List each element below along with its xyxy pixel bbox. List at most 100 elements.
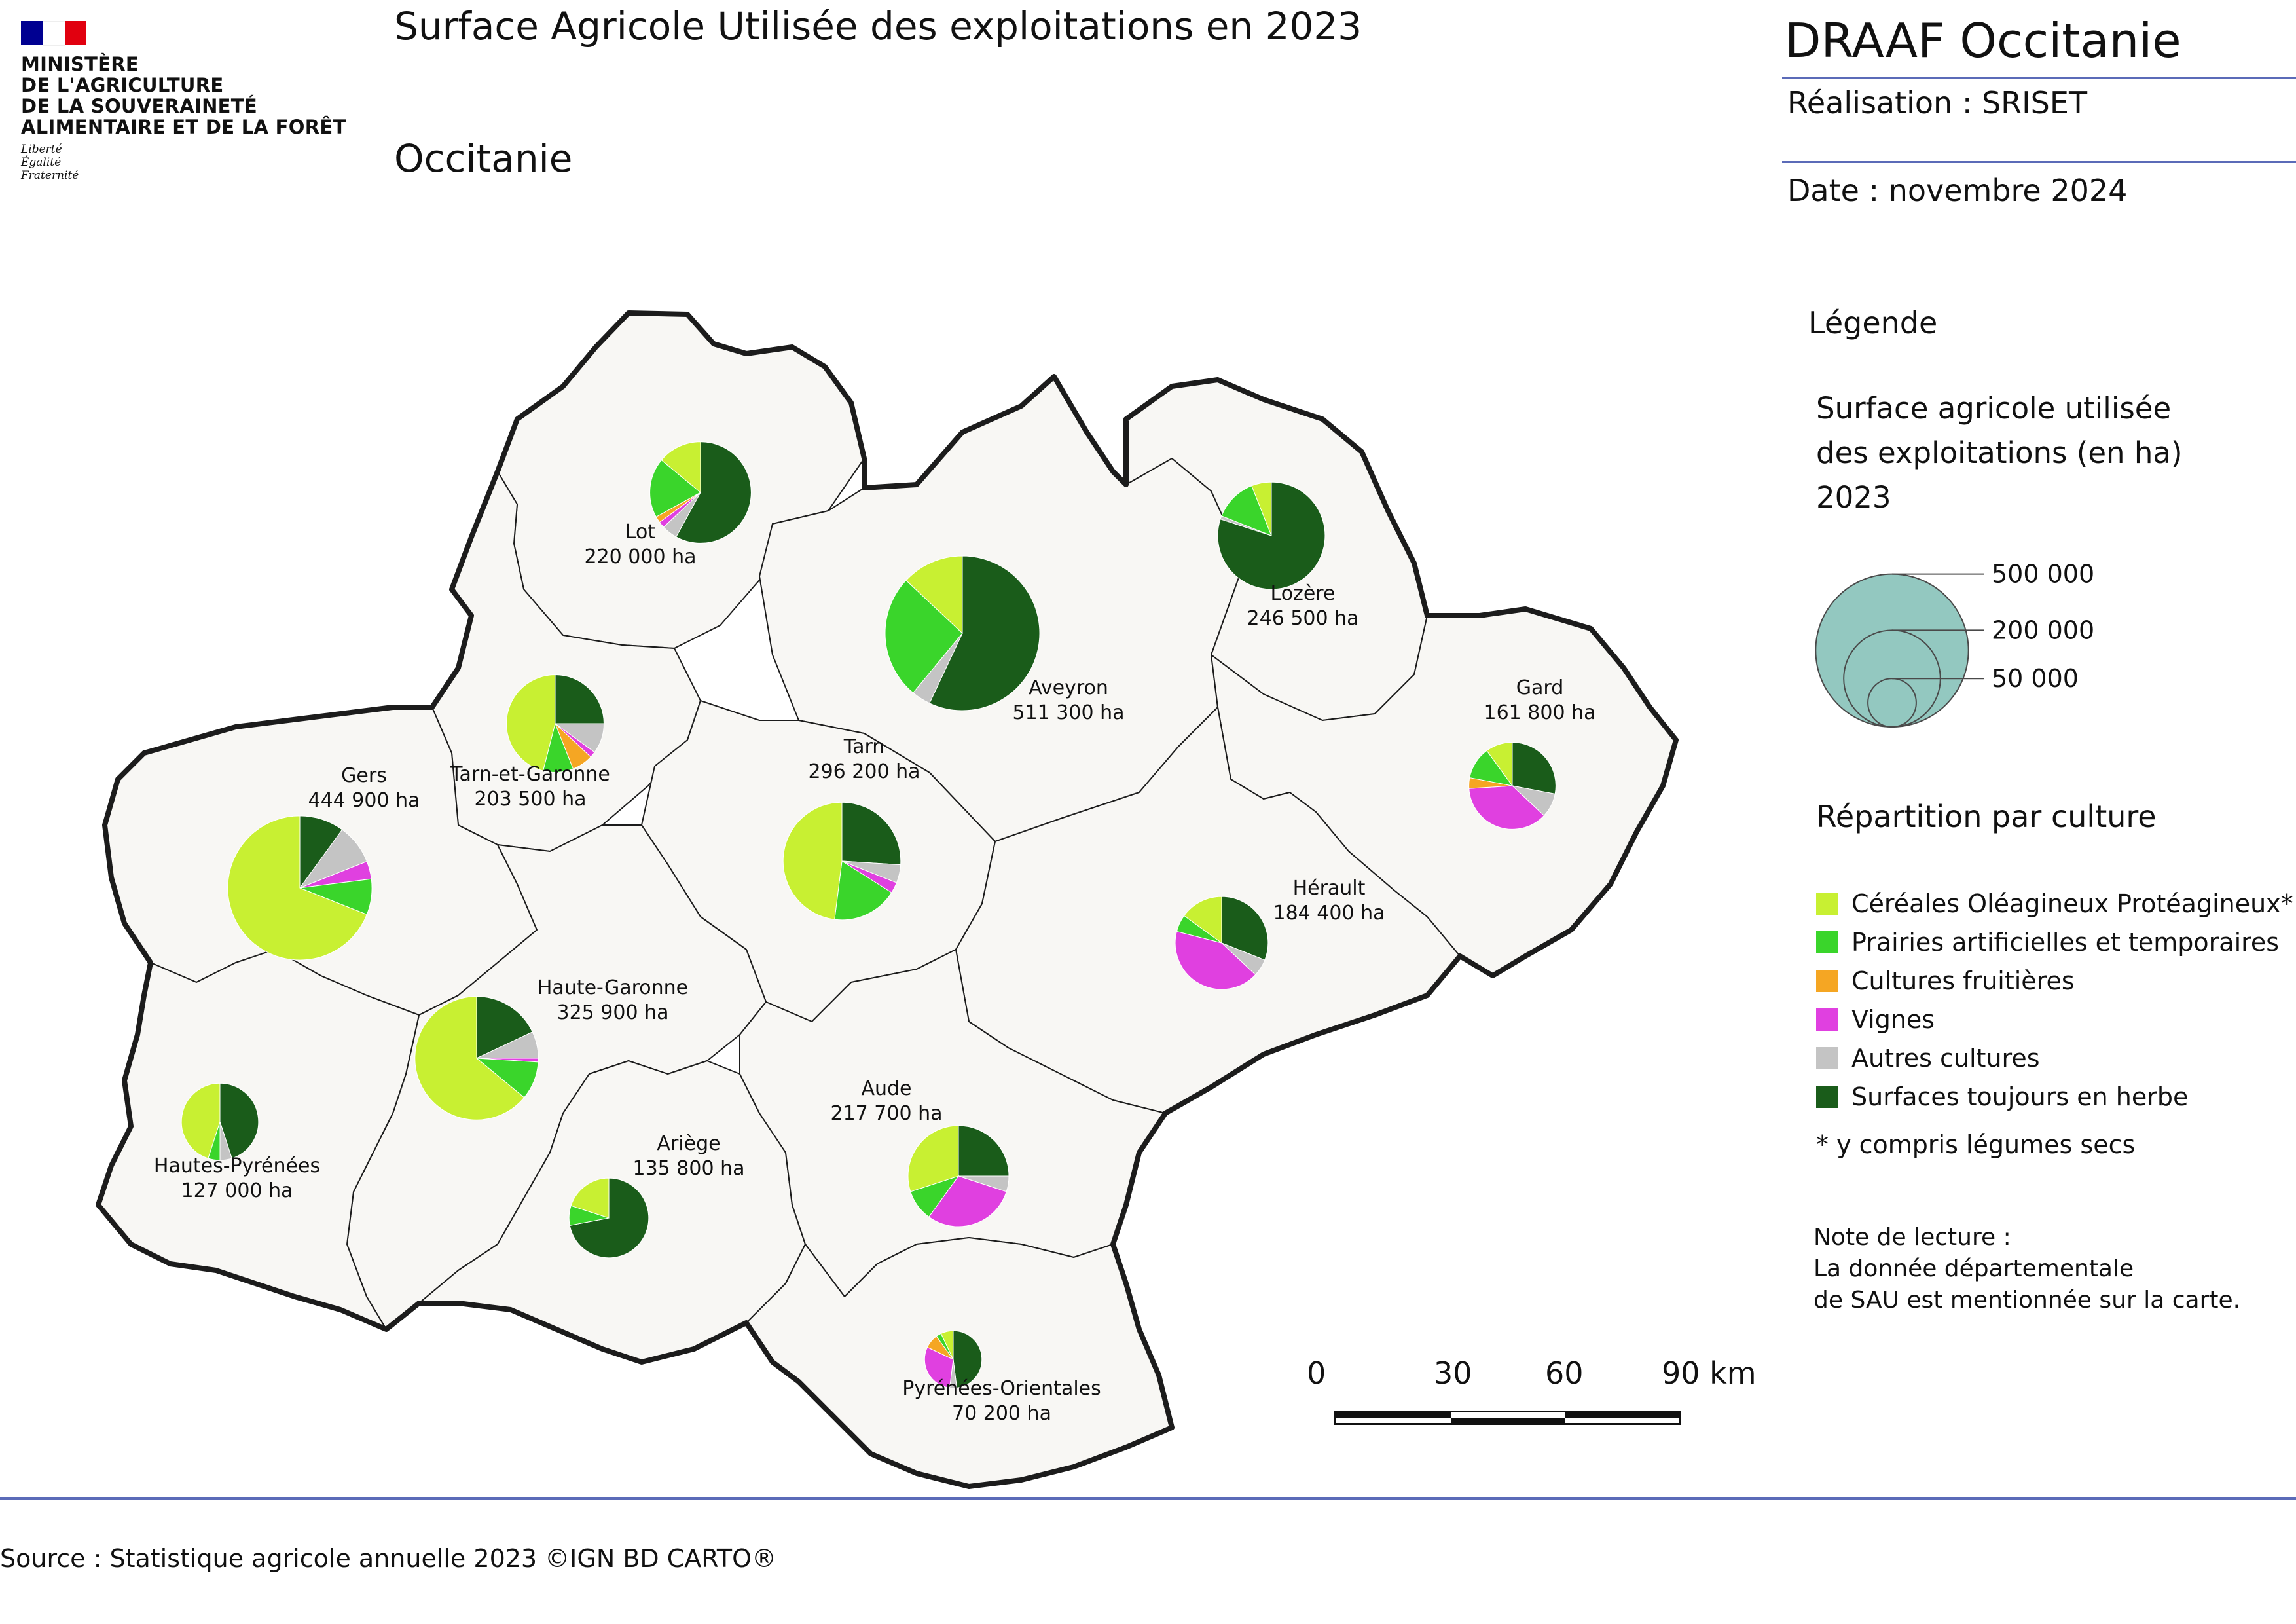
pie-slice-herbe (476, 996, 533, 1059)
legend-item-fruits: Cultures fruitières (1816, 961, 2293, 1000)
pie-lozère (1217, 481, 1326, 590)
legend-item-vignes: Vignes (1816, 1000, 2293, 1039)
size-legend-label: 200 000 (1992, 616, 2094, 644)
legend-title: Légende (1808, 305, 1938, 341)
dept-sau-label: 444 900 ha (308, 789, 420, 812)
dept-name-label: Haute-Garonne (538, 976, 688, 999)
scale-tick-label: 30 (1434, 1356, 1472, 1391)
legend-label: Surfaces toujours en herbe (1851, 1082, 2189, 1111)
reading-note: Note de lecture : La donnée départementa… (1813, 1224, 2241, 1314)
culture-legend-title: Répartition par culture (1816, 799, 2157, 834)
pie-aude (907, 1125, 1010, 1227)
legend-item-autres: Autres cultures (1816, 1039, 2293, 1077)
pie-aveyron (884, 555, 1040, 711)
dept-name-label: Gers (341, 764, 387, 787)
pie-charts (181, 441, 1556, 1389)
pie-slice-cop (181, 1082, 221, 1159)
pie-gers (227, 815, 373, 961)
author-credit: Réalisation : SRISET (1787, 85, 2088, 120)
dept-sau-label: 220 000 ha (585, 545, 697, 568)
pie-slice-herbe (929, 555, 1040, 711)
pie-haute-garonne (414, 996, 539, 1120)
pie-tarn-et-garonne (506, 674, 604, 773)
scale-tick-label: 0 (1307, 1356, 1326, 1391)
pie-slice-prairies (649, 459, 701, 517)
dept-sau-label: 203 500 ha (475, 788, 587, 811)
swatch-autres (1816, 1046, 1838, 1069)
pie-slice-cop (570, 1177, 610, 1219)
pie-slice-cop (782, 802, 843, 920)
pie-slice-herbe (569, 1177, 649, 1259)
republic-motto: Liberté Égalité Fraternité (21, 143, 79, 182)
pie-slice-cop (414, 996, 525, 1120)
dept-sau-label: 246 500 ha (1247, 607, 1359, 630)
dept-sau-label: 135 800 ha (633, 1157, 745, 1180)
region-outline (96, 310, 1679, 1489)
pie-slice-herbe (676, 441, 752, 544)
footer-divider (0, 1497, 2296, 1500)
pie-slice-herbe (958, 1125, 1010, 1177)
header-divider (1782, 161, 2296, 163)
legend-label: Vignes (1851, 1005, 1935, 1034)
legend-label: Autres cultures (1851, 1043, 2040, 1073)
dept-sau-label: 325 900 ha (557, 1001, 669, 1024)
dept-sau-label: 217 700 ha (831, 1102, 943, 1125)
pie-slice-prairies (1221, 485, 1272, 536)
pie-slice-cop (661, 441, 701, 494)
size-legend-label: 50 000 (1992, 664, 2079, 693)
size-legend-circle (1867, 678, 1917, 728)
pie-slice-herbe (1512, 742, 1556, 795)
size-legend: 500 000 200 000 50 000 (1815, 560, 2094, 728)
pie-slice-vignes (928, 1175, 1007, 1227)
pie-slice-cop (1183, 896, 1222, 944)
ministry-name: MINISTÈRE DE L'AGRICULTURE DE LA SOUVERA… (21, 53, 346, 138)
scale-bar: 0 30 60 90 km (1303, 1356, 1757, 1428)
pie-slice-cop (227, 815, 367, 961)
pie-slice-herbe (555, 674, 604, 724)
dept-name-label: Pyrénées-Orientales (902, 1377, 1101, 1400)
dept-sau-label: 70 200 ha (952, 1402, 1051, 1425)
pie-slice-vignes (924, 1346, 954, 1388)
dept-name-label: Tarn (843, 735, 885, 758)
header-divider (1782, 77, 2296, 79)
legend-label: Céréales Oléagineux Protéagineux* (1851, 889, 2293, 918)
region-name: Occitanie (394, 136, 573, 181)
dept-name-label: Aveyron (1029, 676, 1108, 699)
dept-name-label: Aude (861, 1077, 911, 1100)
pie-slice-herbe (219, 1082, 259, 1159)
pie-hérault (1175, 896, 1269, 990)
dept-name-label: Lozère (1271, 582, 1336, 605)
pie-slice-herbe (953, 1330, 983, 1388)
legend-item-prairies: Prairies artificielles et temporaires (1816, 923, 2293, 961)
pie-slice-cop (1486, 742, 1513, 787)
data-source: Source : Statistique agricole annuelle 2… (0, 1544, 777, 1573)
french-flag-icon (21, 21, 86, 46)
size-legend-label: 500 000 (1992, 560, 2094, 589)
swatch-fruits (1816, 969, 1838, 992)
dept-sau-label: 161 800 ha (1484, 701, 1596, 724)
pie-gard (1468, 742, 1556, 830)
dept-sau-label: 296 200 ha (809, 760, 920, 783)
size-legend-title: Surface agricole utilisée des exploitati… (1816, 391, 2183, 515)
swatch-vignes (1816, 1008, 1838, 1031)
scale-tick-label: 60 (1545, 1356, 1584, 1391)
organization-name: DRAAF Occitanie (1785, 13, 2181, 68)
legend-label: Cultures fruitières (1851, 966, 2075, 995)
swatch-prairies (1816, 931, 1838, 953)
swatch-cop (1816, 892, 1838, 915)
dept-name-label: Tarn-et-Garonne (450, 763, 610, 786)
pie-slice-cop (907, 1125, 959, 1192)
pie-slice-herbe (1221, 896, 1269, 961)
pie-hautes-pyrénées (181, 1082, 259, 1161)
pie-pyrénées-orientales (924, 1330, 983, 1389)
pie-ariège (568, 1177, 649, 1259)
scale-bar-graphic (1334, 1411, 1681, 1425)
dept-name-label: Gard (1516, 676, 1563, 699)
pie-slice-vignes (1175, 931, 1256, 990)
pie-slice-cop (506, 674, 556, 771)
pie-lot (649, 441, 752, 544)
map-date: Date : novembre 2024 (1787, 173, 2128, 208)
pie-slice-cop (1251, 481, 1272, 536)
